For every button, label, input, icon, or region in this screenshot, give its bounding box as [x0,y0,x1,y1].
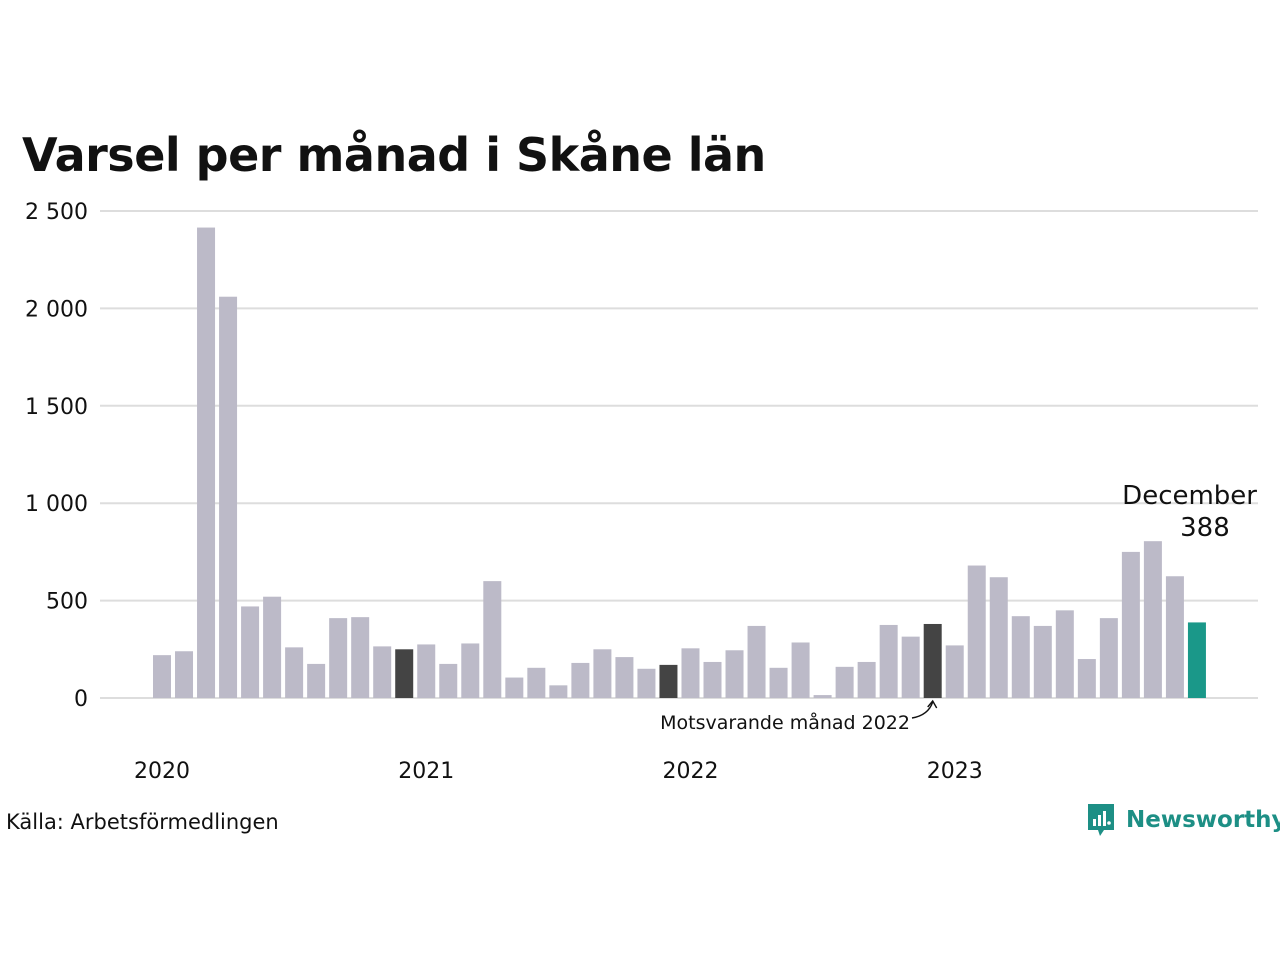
x-tick-label: 2022 [662,759,718,784]
brand-logo: Newsworthy [1086,802,1280,838]
bar [1143,541,1162,698]
bar [175,651,194,698]
previous-year-label: Motsvarande månad 2022 [660,711,910,734]
x-tick-label: 2023 [927,759,983,784]
bar [901,636,920,698]
bar [637,668,656,698]
annotation-arrow-head [927,699,938,709]
bar [945,645,964,698]
bar [703,661,722,698]
bar [593,649,612,698]
y-tick-label: 1 500 [25,395,88,420]
bar [527,667,546,698]
bar [791,642,810,698]
bar [285,647,304,698]
bar [923,623,942,698]
bar [307,663,326,698]
bar [329,618,348,698]
bar [813,695,832,698]
bar [1121,551,1140,698]
y-tick-label: 500 [46,590,88,615]
y-tick-label: 1 000 [25,492,88,517]
bar [263,596,282,698]
bar [879,624,898,698]
bar [967,565,986,698]
annotation-arrow-line [911,701,934,719]
bars [153,227,1206,699]
bar [725,650,744,698]
source-note: Källa: Arbetsförmedlingen [6,810,279,834]
y-axis: 0 500 1 000 1 500 2 000 2 500 [25,200,88,712]
bar [505,677,524,698]
bar [1011,616,1030,698]
bar [769,667,788,698]
x-tick-label: 2021 [398,759,454,784]
current-month-label: December [1122,481,1257,511]
bar [351,617,370,698]
bar [1077,659,1096,698]
bar [395,649,414,698]
newsworthy-logo-icon [1088,804,1114,836]
bar [373,646,392,698]
bar [747,625,766,698]
bar [1099,618,1118,698]
bar [835,666,854,698]
y-tick-label: 0 [74,687,88,712]
bar [461,643,480,698]
bar [241,606,260,698]
x-tick-label: 2020 [134,759,190,784]
y-tick-label: 2 000 [25,297,88,322]
bar [417,644,436,698]
bar [571,662,590,698]
bar [439,663,458,698]
bar [615,657,634,698]
bar [1187,622,1206,698]
bar [1033,625,1052,698]
bar [1165,576,1184,698]
bar [989,577,1008,698]
bar [857,661,876,698]
bar [549,685,568,698]
bar [659,664,678,698]
bar [219,296,238,698]
x-axis: 2020 2021 2022 2023 [134,759,983,784]
bar [1055,610,1074,698]
current-value-label: 388 [1180,513,1230,543]
y-tick-label: 2 500 [25,200,88,225]
brand-name: Newsworthy [1126,807,1280,833]
bar [153,655,171,698]
bar [197,227,216,699]
chart-title: Varsel per månad i Skåne län [22,128,766,182]
bar [681,648,700,698]
bar [483,581,502,698]
